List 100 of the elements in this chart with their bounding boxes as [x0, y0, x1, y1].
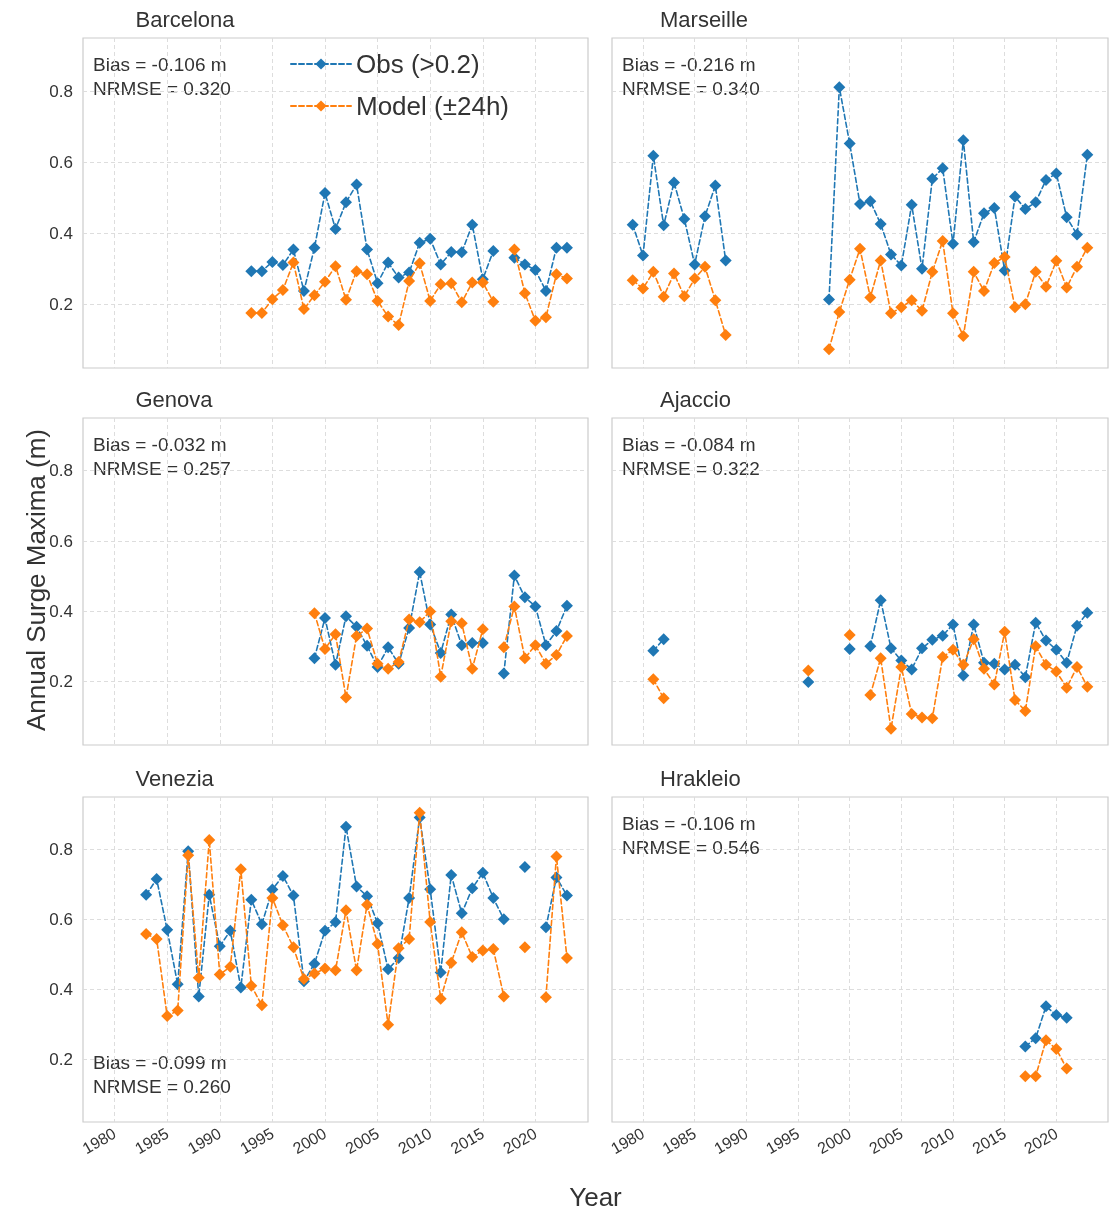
point — [1009, 301, 1021, 314]
point — [518, 287, 531, 300]
point — [1060, 211, 1073, 224]
point — [1040, 280, 1052, 293]
point — [276, 259, 289, 272]
x-tick-label: 1995 — [237, 1124, 277, 1158]
point — [1040, 173, 1052, 186]
point — [833, 305, 846, 318]
point — [140, 927, 153, 940]
point — [926, 265, 939, 278]
chart-title: Hrakleio — [660, 765, 741, 791]
point — [560, 241, 573, 254]
point — [413, 806, 426, 819]
annotation: NRMSE = 0.257 — [93, 457, 231, 479]
point — [318, 275, 331, 288]
point — [1060, 681, 1073, 694]
point — [1071, 260, 1083, 273]
point — [161, 923, 174, 936]
point — [424, 605, 437, 618]
point — [255, 999, 268, 1012]
point — [413, 257, 426, 270]
point — [936, 234, 949, 247]
point — [539, 639, 552, 652]
point — [487, 244, 500, 257]
point — [434, 258, 447, 271]
point — [1019, 704, 1032, 717]
point — [329, 964, 342, 977]
point — [626, 274, 639, 287]
point — [308, 607, 321, 620]
point — [382, 662, 395, 675]
point — [255, 265, 268, 278]
point — [361, 898, 374, 911]
point — [539, 991, 552, 1004]
point — [455, 639, 468, 652]
point — [947, 618, 959, 631]
point — [657, 633, 670, 646]
point — [802, 664, 815, 677]
point — [455, 296, 468, 309]
point — [466, 662, 479, 675]
y-tick-label: 0.6 — [49, 909, 73, 929]
point — [424, 916, 437, 929]
point — [823, 293, 835, 306]
point — [150, 873, 163, 886]
x-tick-label: 2010 — [917, 1124, 958, 1158]
point — [647, 644, 660, 657]
point — [647, 265, 660, 278]
point — [140, 888, 153, 901]
point — [864, 689, 877, 702]
point — [340, 820, 353, 833]
point — [434, 670, 447, 683]
point — [854, 242, 866, 255]
point — [874, 652, 887, 665]
point — [874, 254, 887, 267]
chart-title: Marseille — [660, 6, 749, 32]
point — [1050, 1009, 1063, 1022]
annotation: Bias = -0.106 m — [93, 53, 227, 75]
point — [1040, 1000, 1052, 1013]
point — [487, 295, 500, 308]
point — [455, 617, 468, 630]
point — [936, 629, 949, 642]
point — [1050, 254, 1063, 267]
point — [266, 293, 279, 306]
point — [637, 249, 649, 262]
point — [340, 904, 353, 917]
point — [560, 630, 573, 642]
y-axis-title: Annual Surge Maxima (m) — [21, 429, 51, 731]
point — [382, 310, 395, 323]
point — [988, 201, 1001, 214]
chart-title: Ajaccio — [660, 386, 731, 412]
point — [967, 236, 980, 249]
y-tick-label: 0.6 — [49, 152, 73, 172]
point — [560, 889, 573, 902]
point — [445, 245, 458, 258]
x-tick-label: 1980 — [79, 1124, 119, 1158]
point — [1040, 634, 1052, 647]
point — [466, 882, 479, 895]
point — [905, 198, 918, 211]
point — [998, 250, 1011, 263]
point — [657, 692, 670, 705]
point — [234, 863, 247, 876]
point — [350, 178, 363, 191]
point — [688, 258, 701, 271]
point — [318, 612, 331, 625]
point — [550, 241, 563, 254]
point — [967, 633, 980, 646]
point — [455, 926, 468, 939]
point — [895, 301, 908, 314]
point — [371, 294, 384, 307]
point — [529, 639, 542, 652]
point — [287, 243, 300, 256]
point — [916, 642, 928, 655]
point — [171, 1004, 184, 1017]
point — [905, 708, 918, 721]
point — [308, 241, 321, 254]
point — [668, 176, 680, 189]
point — [843, 643, 856, 656]
point — [947, 307, 959, 320]
point — [1040, 1034, 1052, 1047]
x-tick-label: 2020 — [500, 1124, 540, 1158]
point — [988, 256, 1001, 269]
